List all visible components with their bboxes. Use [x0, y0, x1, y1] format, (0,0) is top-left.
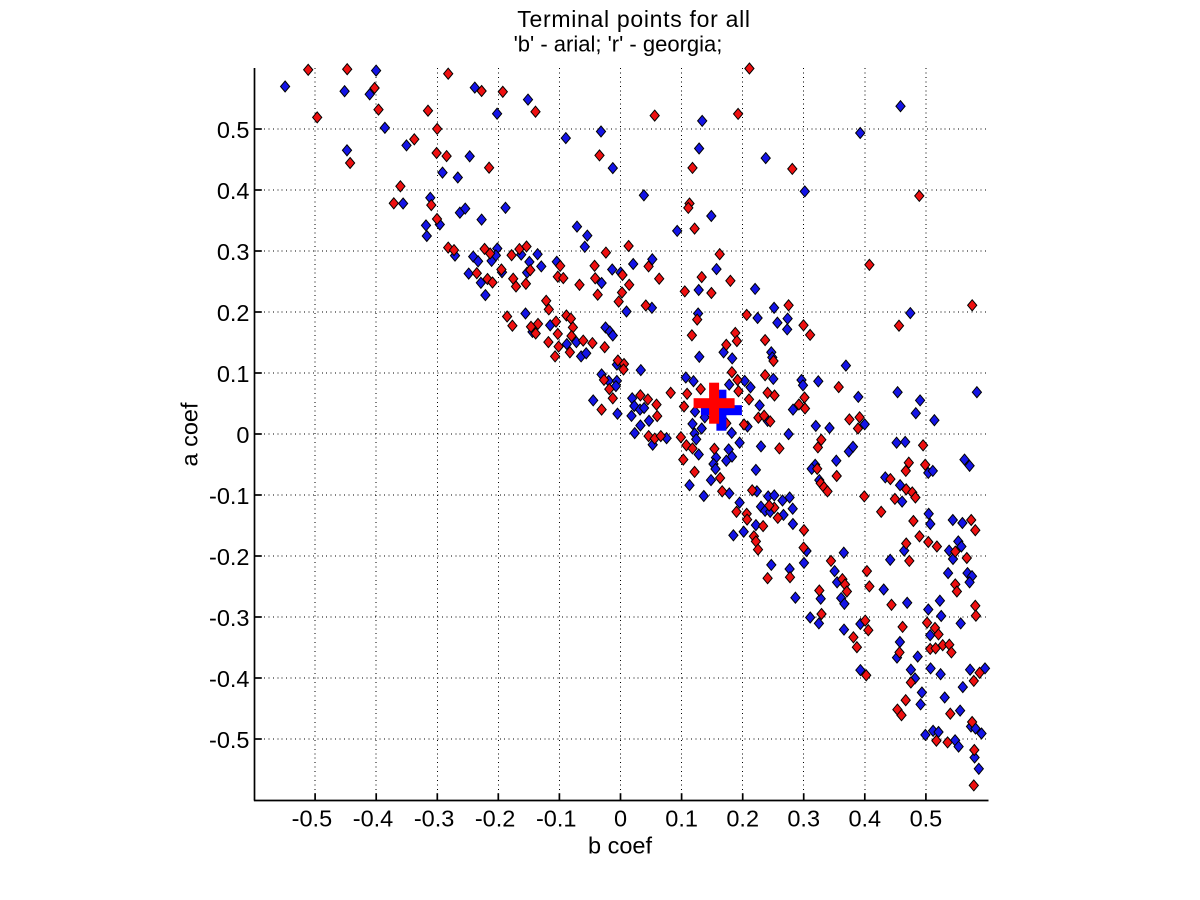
- svg-text:Terminal points for all: Terminal points for all: [517, 6, 750, 32]
- svg-text:0.3: 0.3: [217, 239, 250, 265]
- svg-text:0.2: 0.2: [217, 300, 250, 326]
- svg-text:0.4: 0.4: [848, 805, 881, 831]
- svg-text:-0.3: -0.3: [209, 605, 250, 631]
- svg-text:-0.1: -0.1: [536, 805, 577, 831]
- svg-text:-0.4: -0.4: [209, 666, 250, 692]
- svg-text:-0.5: -0.5: [209, 727, 250, 753]
- svg-text:0.4: 0.4: [217, 178, 250, 204]
- svg-text:-0.3: -0.3: [414, 805, 455, 831]
- svg-text:0.1: 0.1: [665, 805, 698, 831]
- svg-text:0.1: 0.1: [217, 361, 250, 387]
- svg-text:0.3: 0.3: [787, 805, 820, 831]
- svg-text:-0.4: -0.4: [353, 805, 394, 831]
- svg-text:a coef: a coef: [177, 402, 203, 466]
- svg-text:0: 0: [236, 422, 249, 448]
- svg-text:-0.2: -0.2: [209, 544, 250, 570]
- svg-text:0.5: 0.5: [217, 117, 250, 143]
- svg-text:'b' - arial; 'r' - georgia;: 'b' - arial; 'r' - georgia;: [514, 32, 723, 57]
- svg-text:-0.1: -0.1: [209, 483, 250, 509]
- svg-text:-0.2: -0.2: [475, 805, 516, 831]
- svg-text:0.5: 0.5: [910, 805, 943, 831]
- svg-text:-0.5: -0.5: [292, 805, 333, 831]
- svg-text:0: 0: [614, 805, 627, 831]
- svg-text:0.2: 0.2: [726, 805, 759, 831]
- svg-text:b coef: b coef: [588, 833, 652, 859]
